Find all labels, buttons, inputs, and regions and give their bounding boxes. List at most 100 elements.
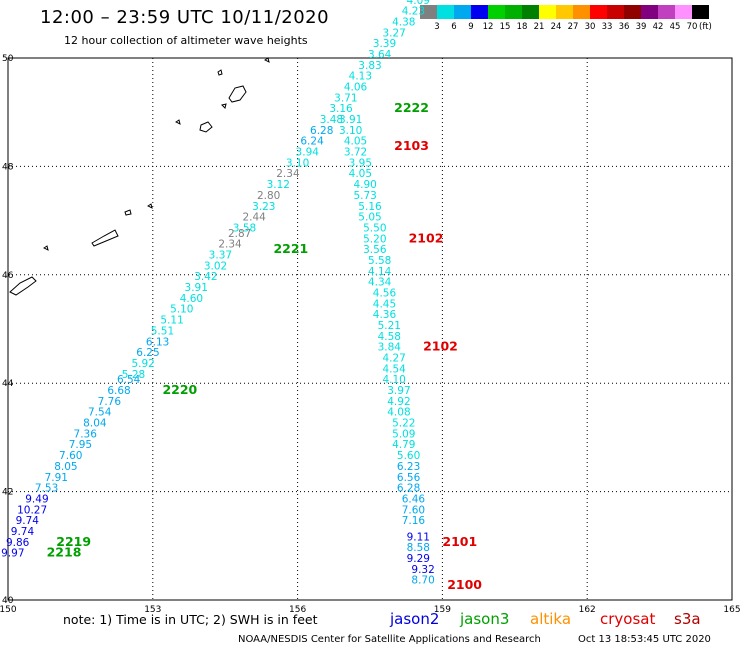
island-b	[199, 121, 213, 133]
pass-time-label: 2102	[409, 230, 444, 245]
datestamp: Oct 13 18:53:45 UTC 2020	[578, 634, 711, 645]
swh-value: 4.23	[402, 6, 425, 18]
island-e	[124, 209, 132, 216]
scale-swatch	[641, 5, 658, 19]
page-title: 12:00 – 23:59 UTC 10/11/2020	[40, 7, 330, 28]
swh-value: 6.13	[146, 336, 169, 348]
scale-swatch	[471, 5, 488, 19]
swh-value: 6.56	[397, 472, 421, 484]
swh-value: 3.97	[387, 385, 410, 397]
swh-value: 9.74	[11, 526, 35, 538]
swh-value: 2.44	[242, 212, 266, 224]
scale-label: 3	[434, 22, 440, 32]
swh-value: 3.91	[185, 282, 208, 294]
swh-value: 9.86	[6, 537, 30, 549]
swh-value: 9.29	[407, 553, 430, 565]
swh-value: 3.56	[363, 244, 387, 256]
swh-value: 4.79	[392, 439, 415, 451]
swh-value: 5.05	[358, 212, 381, 224]
swh-value: 4.36	[373, 309, 397, 321]
track-marks: 9.979.869.749.7410.279.497.537.918.057.6…	[1, 0, 482, 592]
swh-value: 7.76	[98, 396, 122, 408]
swh-value: 4.10	[382, 374, 405, 386]
swh-value: 4.56	[373, 287, 397, 299]
swh-value: 5.51	[151, 325, 174, 337]
swh-value: 7.60	[402, 504, 425, 516]
scale-swatch	[488, 5, 505, 19]
lon-tick-label: 165	[723, 605, 740, 615]
lat-tick-label: 40	[2, 596, 14, 606]
swh-value: 4.14	[368, 266, 392, 278]
scale-label: 18	[516, 22, 528, 32]
swh-value: 5.20	[363, 233, 386, 245]
pass-time-label: 2218	[47, 545, 82, 560]
swh-value: 5.92	[131, 358, 154, 370]
swh-value: 7.16	[402, 515, 426, 527]
swh-value: 8.70	[411, 575, 434, 587]
swh-value: 3.10	[339, 125, 362, 137]
island-k	[147, 203, 153, 209]
lat-tick-label: 50	[2, 54, 14, 64]
swh-value: 6.28	[310, 125, 333, 137]
swh-value: 5.10	[170, 304, 193, 316]
swh-value: 5.22	[392, 418, 415, 430]
page-subtitle: 12 hour collection of altimeter wave hei…	[64, 34, 308, 47]
swh-value: 4.13	[349, 71, 372, 83]
scale-swatch	[692, 5, 709, 19]
scale-swatch	[590, 5, 607, 19]
scale-label: 6	[451, 22, 457, 32]
scale-label: 36	[618, 22, 630, 32]
swh-value: 3.27	[382, 27, 405, 39]
scale-label: 42	[652, 22, 664, 32]
scale-swatch	[454, 5, 471, 19]
swh-value: 3.48	[320, 114, 343, 126]
swh-value: 4.60	[180, 293, 203, 305]
island-j	[175, 119, 181, 125]
lat-tick-label: 48	[2, 162, 14, 172]
swh-value: 5.60	[397, 450, 420, 462]
scale-label: 27	[567, 22, 579, 32]
color-scale-bar: 3 6 9 12 15 18 21 24 27 30 33 36 39 42 45 70 (ft)	[420, 5, 730, 35]
swh-value: 8.04	[83, 418, 107, 430]
scale-label: 39	[635, 22, 647, 32]
scale-swatch	[437, 5, 454, 19]
lon-tick-label: 156	[289, 605, 306, 615]
lon-tick-label: 159	[434, 605, 451, 615]
scale-swatch	[573, 5, 590, 19]
swh-value: 3.83	[358, 60, 381, 72]
legend-jason2: jason2	[390, 610, 440, 628]
swh-value: 2.34	[276, 168, 300, 180]
scale-label: 12	[482, 22, 494, 32]
swh-value: 4.05	[349, 168, 372, 180]
lon-tick-label: 162	[579, 605, 596, 615]
swh-value: 3.12	[267, 179, 290, 191]
pass-time-label: 2219	[56, 534, 91, 549]
pass-time-label: 2222	[394, 100, 429, 115]
swh-value: 9.97	[1, 548, 24, 560]
swh-value: 3.94	[296, 147, 320, 159]
swh-value: 3.42	[194, 271, 217, 283]
swh-value: 6.28	[397, 483, 420, 495]
swh-value: 3.71	[334, 92, 357, 104]
swh-value: 4.06	[344, 82, 368, 94]
swh-value: 9.32	[411, 564, 434, 576]
island-a	[228, 85, 247, 103]
credit-line: NOAA/NESDIS Center for Satellite Applica…	[238, 634, 541, 645]
scale-label: 33	[601, 22, 613, 32]
legend-jason3: jason3	[460, 610, 510, 628]
graticule: 150 153 156 159 162 165 40 42 44 46 48 50	[0, 54, 740, 615]
scale-label: 70	[686, 22, 698, 32]
lat-tick-label: 44	[2, 379, 14, 389]
swh-value: 5.28	[122, 369, 145, 381]
swh-value: 3.02	[204, 260, 227, 272]
swh-value: 3.10	[286, 157, 309, 169]
lat-tick-label: 46	[2, 271, 14, 281]
pass-time-label: 2101	[442, 534, 477, 549]
scale-swatch	[522, 5, 539, 19]
island-c	[91, 229, 119, 247]
pass-time-label: 2220	[162, 382, 197, 397]
scale-label: 9	[468, 22, 474, 32]
scale-swatch	[539, 5, 556, 19]
scale-swatch	[624, 5, 641, 19]
swh-value: 2.34	[218, 239, 242, 251]
